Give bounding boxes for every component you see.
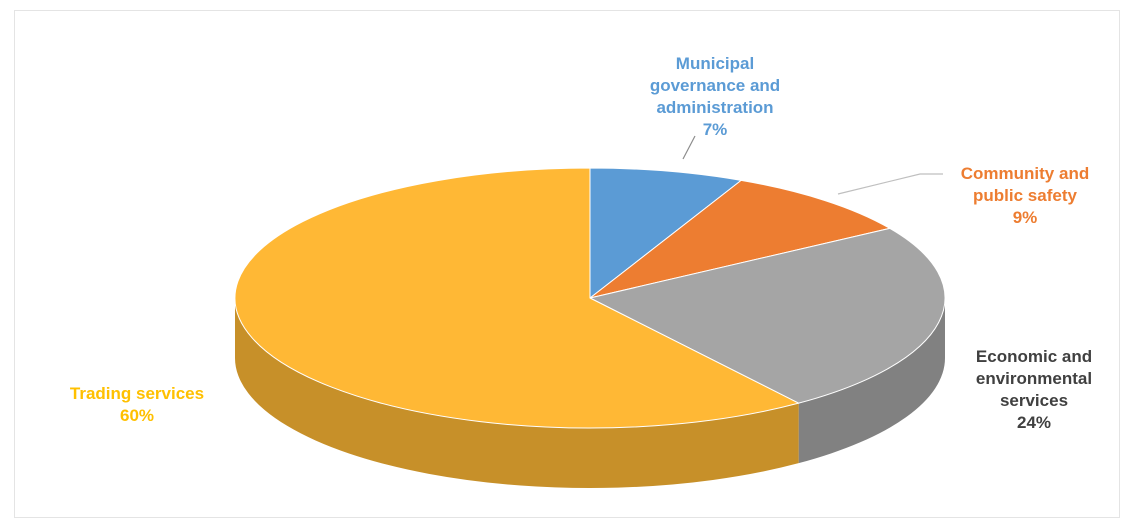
slice-label-community-public-safety: Community and public safety 9% (925, 163, 1125, 229)
slice-label-community-line1: Community and (960, 164, 1090, 183)
pie-slice-municipal-governance-and-administration (589, 167, 743, 300)
slice-value-economic-environmental: 24% (1016, 413, 1052, 432)
pie-slice-economic-and-environmental-services (588, 227, 946, 404)
slice-value-trading-services: 60% (119, 406, 155, 425)
slice-label-economic-line3: services (999, 391, 1069, 410)
slice-label-municipal-line2: governance and (649, 76, 781, 95)
leader-line-community-public-safety (837, 173, 943, 195)
chart-frame: Municipal governance and administration … (14, 10, 1120, 518)
pie-slice-trading-services (234, 167, 801, 429)
slice-label-economic-line2: environmental (975, 369, 1093, 388)
slice-label-municipal-governance: Municipal governance and administration … (615, 53, 815, 141)
pie-slice-community-and-public-safety (589, 179, 892, 299)
slice-label-economic-line1: Economic and (975, 347, 1093, 366)
slice-label-municipal-line1: Municipal (675, 54, 755, 73)
slice-label-economic-environmental: Economic and environmental services 24% (959, 346, 1109, 434)
pie-side-economic-and-environmental-services (798, 298, 945, 464)
slice-label-trading-services: Trading services 60% (37, 383, 237, 427)
pie-side-trading-services (235, 298, 799, 488)
slice-label-municipal-line3: administration (656, 98, 774, 117)
slice-value-community-public-safety: 9% (1012, 208, 1038, 227)
slice-label-community-line2: public safety (973, 186, 1077, 205)
slice-label-trading-line1: Trading services (69, 384, 205, 403)
leader-line-municipal-governance (682, 135, 696, 160)
pie-chart (234, 135, 946, 488)
slice-value-municipal-governance: 7% (702, 120, 728, 139)
